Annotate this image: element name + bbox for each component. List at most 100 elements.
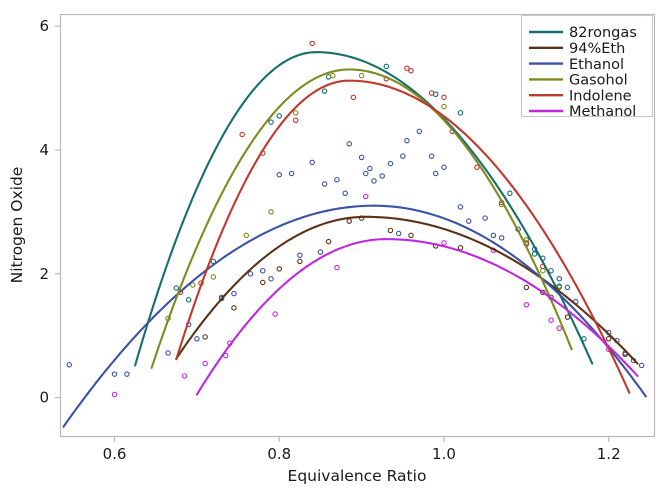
data-point — [309, 40, 315, 47]
legend-label-indolene: Indolene — [569, 88, 632, 104]
data-point — [387, 160, 394, 167]
data-point — [268, 275, 274, 282]
x-tick-label: 0.6 — [103, 445, 127, 463]
data-point — [276, 113, 283, 119]
data-point — [507, 190, 513, 197]
legend-label-gasohol: Gasohol — [569, 73, 628, 89]
data-point — [350, 94, 357, 101]
data-point — [474, 164, 480, 171]
data-point — [297, 252, 303, 258]
data-point — [260, 279, 266, 286]
data-point — [465, 218, 472, 224]
data-point — [321, 181, 328, 187]
legend-label-methanol: Methanol — [569, 104, 636, 120]
data-point — [482, 215, 488, 221]
data-point — [548, 267, 554, 274]
legend-label-82rongas: 82rongas — [569, 25, 637, 41]
data-point — [321, 88, 328, 94]
y-axis-title: Nitrogen Oxide — [8, 167, 26, 284]
fit-curve-indolene — [175, 79, 631, 394]
data-point — [247, 271, 254, 277]
data-point — [309, 159, 315, 166]
legend-label-94-eth: 94%Eth — [569, 41, 625, 57]
series-points-indolene — [177, 40, 546, 296]
fit-curve-94-eth — [175, 215, 639, 365]
data-point — [231, 305, 237, 311]
data-point — [111, 391, 118, 398]
fit-curves-layer — [62, 51, 647, 428]
series-points-94-eth — [202, 215, 628, 358]
data-point — [210, 274, 217, 280]
data-point — [317, 249, 324, 255]
data-point — [523, 301, 530, 308]
data-point — [404, 65, 410, 71]
fit-curve-82rongas — [134, 51, 594, 367]
data-point — [292, 110, 299, 116]
data-point — [346, 141, 353, 147]
data-point — [342, 190, 348, 197]
data-point — [540, 289, 546, 296]
series-points-methanol — [111, 193, 612, 398]
data-point — [334, 264, 340, 271]
data-point — [66, 362, 72, 368]
data-point — [379, 173, 385, 179]
data-point — [330, 72, 336, 79]
data-point — [276, 266, 283, 272]
data-point — [297, 258, 303, 265]
data-point — [638, 362, 645, 369]
data-point — [325, 238, 332, 245]
data-point — [457, 110, 464, 116]
data-point — [358, 72, 365, 79]
data-point — [231, 290, 237, 297]
data-point — [441, 164, 447, 171]
x-tick-label: 1.0 — [432, 445, 456, 463]
data-point — [173, 285, 180, 291]
data-point — [185, 297, 192, 303]
fit-curve-gasohol — [150, 68, 573, 369]
data-point — [190, 282, 196, 288]
data-point — [395, 230, 402, 237]
data-point — [490, 232, 497, 239]
data-point — [523, 284, 530, 291]
data-point — [523, 236, 530, 243]
data-point — [367, 165, 373, 172]
y-tick-label: 4 — [39, 141, 49, 159]
data-point — [605, 336, 612, 342]
legend-label-ethanol: Ethanol — [569, 57, 624, 73]
data-point — [346, 218, 353, 224]
y-tick-label: 0 — [39, 389, 49, 407]
fit-curve-methanol — [195, 238, 639, 396]
data-point — [441, 103, 447, 110]
data-point — [218, 295, 225, 302]
data-point — [181, 373, 188, 379]
data-point — [272, 311, 278, 317]
data-point — [428, 90, 435, 96]
data-point — [202, 360, 208, 367]
data-point — [276, 171, 283, 178]
data-point — [441, 240, 447, 246]
plot-frame — [59, 13, 656, 438]
x-tick-label: 1.2 — [597, 445, 621, 463]
data-point — [165, 350, 171, 356]
data-point — [457, 204, 464, 210]
data-point — [408, 232, 414, 239]
x-axis-title: Equivalence Ratio — [288, 467, 427, 485]
y-axis-ticks: 0 2 4 6 — [39, 17, 61, 407]
data-point — [202, 334, 208, 340]
data-point — [334, 176, 340, 183]
data-point — [292, 117, 299, 124]
data-point — [358, 154, 365, 161]
data-point — [288, 170, 295, 177]
data-point — [416, 128, 423, 135]
data-point — [564, 284, 571, 291]
data-point — [548, 317, 554, 323]
data-point — [556, 325, 563, 332]
data-point — [400, 153, 406, 159]
data-point — [111, 371, 118, 377]
data-point — [362, 170, 369, 177]
data-point — [531, 251, 538, 257]
data-point — [194, 336, 200, 342]
x-tick-label: 0.8 — [267, 445, 291, 463]
